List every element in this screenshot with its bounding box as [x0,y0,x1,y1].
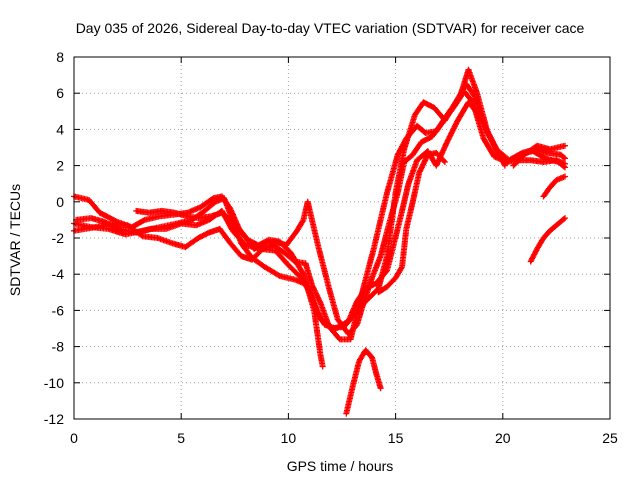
series-track-5 [133,88,568,337]
y-tick-label: 8 [56,49,64,65]
data-point-markers [73,81,568,332]
series-track-4 [73,81,568,332]
y-tick-label: -4 [52,266,65,282]
y-tick-label: 4 [56,121,64,137]
data-point-markers [527,215,568,265]
x-tick-label: 20 [495,430,511,446]
data-point-markers [510,142,568,169]
series-track-3 [71,66,568,343]
x-tick-label: 5 [177,430,185,446]
data-point-markers [71,99,508,332]
y-tick-label: 2 [56,158,64,174]
data-point-markers [375,149,448,296]
x-tick-label: 15 [388,430,404,446]
x-axis-ticks: 0 5 10 15 20 25 [70,57,618,446]
data-point-markers [71,66,568,343]
data-point-markers [133,88,568,337]
y-tick-label: -6 [52,302,65,318]
series-track-7 [375,149,448,296]
x-axis-title: GPS time / hours [287,458,394,474]
series-track-9 [540,173,568,200]
series-track-10 [510,142,568,169]
x-tick-label: 0 [70,430,78,446]
y-axis-title: SDTVAR / TECUs [7,184,23,296]
y-tick-label: -8 [52,339,65,355]
series-track-8 [527,215,568,265]
y-tick-label: 6 [56,85,64,101]
series-track-6 [343,347,384,417]
y-axis-ticks: -12 -10 -8 -6 -4 -2 0 2 4 6 8 [44,49,610,427]
x-tick-label: 25 [602,430,618,446]
y-tick-label: -10 [44,375,64,391]
y-tick-label: -2 [52,230,65,246]
data-point-markers [343,347,384,417]
data-points [71,66,568,417]
y-tick-label: -12 [44,411,64,427]
data-point-markers [540,173,568,200]
series-track-2 [71,99,508,332]
x-tick-label: 10 [281,430,297,446]
y-tick-label: 0 [56,194,64,210]
grid [74,57,610,419]
chart-title: Day 035 of 2026, Sidereal Day-to-day VTE… [76,20,585,36]
